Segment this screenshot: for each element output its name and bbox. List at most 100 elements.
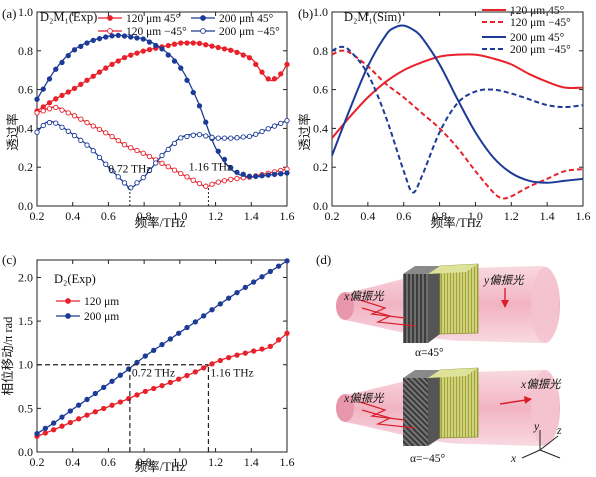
panel-a-series-point	[240, 171, 246, 177]
panel-b-xtick-label: 0.4	[360, 209, 375, 223]
alpha-bottom-label: α=−45°	[410, 453, 445, 465]
panel-a-series-point	[259, 69, 265, 75]
panel-a-series-point	[265, 172, 271, 178]
panel-a-series-point	[178, 65, 184, 71]
panel-c-legend-label: 200 μm	[84, 311, 119, 323]
panel-a-series-point	[121, 180, 128, 186]
panel-a-series-point	[109, 33, 115, 39]
panel-a-series-point	[46, 100, 53, 106]
panel-a-ytick-label: 0.8	[18, 44, 33, 58]
panel-b-ylabel: 透过率	[297, 113, 312, 151]
panel-a-legend-label: 120 μm −45°	[126, 26, 187, 38]
panel-c-series-point	[234, 289, 240, 296]
panel-a-series-point	[90, 148, 96, 154]
panel-a-series-point	[46, 106, 53, 112]
x-pol-label-bottom-out: x偏振光	[520, 378, 562, 391]
panel-a-series-point	[103, 65, 109, 71]
panel-b-label: (b)	[298, 6, 313, 21]
coordinate-axes	[521, 430, 561, 459]
y-pol-label-top: y偏振光	[483, 274, 525, 287]
panel-a-transmittance-exp: (a) D₂M₁(Exp) 透过率 频率/THz 120 μm 45° 200 μ…	[2, 5, 295, 230]
panel-a-series-point	[215, 148, 221, 154]
panel-a-series-point	[115, 137, 121, 144]
panel-a-series-point	[246, 133, 253, 140]
panel-a-series-point	[178, 40, 184, 46]
panel-a-series-point	[284, 61, 290, 68]
panel-a-series-point	[284, 117, 290, 124]
panel-c-series-point	[251, 348, 257, 354]
panel-a-series-point	[115, 32, 121, 39]
panel-c-legend-label: 120 μm	[84, 296, 119, 308]
panel-a-series-point	[121, 54, 128, 61]
panel-a-series-point	[234, 169, 240, 175]
x-pol-label-top: x偏振光	[343, 290, 385, 303]
panel-a-legend-label: 200 μm 45°	[219, 13, 274, 25]
panel-c-series-point	[76, 416, 82, 422]
panel-a-series-point	[65, 53, 71, 59]
panel-c-ytick-label: 0.0	[18, 445, 33, 459]
grating-bottom	[403, 370, 440, 446]
panel-c-series-point	[142, 388, 148, 395]
panel-a-series-point	[259, 128, 265, 135]
panel-a-series-point	[228, 176, 234, 183]
panel-c-series-point	[117, 399, 123, 405]
panel-c-series-point	[42, 430, 48, 436]
panel-b-xtick-label: 0.8	[432, 209, 447, 223]
panel-a-series-point	[246, 55, 253, 61]
panel-c-series-point	[134, 359, 140, 366]
panel-b-xtick-label: 1.2	[504, 209, 519, 223]
panel-a-annotation-label: 0.72 THz	[108, 164, 151, 176]
panel-a-series-point	[240, 134, 246, 140]
panel-b-title: D₂M₁(Sim)	[344, 10, 401, 24]
panel-c-series-point	[76, 402, 82, 408]
panel-a-legend-label: 120 μm 45°	[126, 13, 181, 25]
panel-c-series-point	[284, 330, 290, 336]
panel-c-series-point	[276, 263, 282, 269]
panel-c-xtick-label: 0.4	[65, 455, 80, 469]
panel-a-series-point	[196, 180, 203, 187]
panel-b-series-line	[331, 24, 584, 184]
panel-a-legend-marker	[200, 28, 206, 34]
panel-a-series-point	[96, 69, 103, 75]
panel-a-series-point	[203, 42, 209, 48]
panel-a-ytick-label: 0.0	[18, 199, 33, 213]
panel-c-series-point	[251, 279, 257, 285]
panel-b-xtick-label: 1.0	[468, 209, 483, 223]
panel-a-series-point	[253, 131, 259, 137]
panel-a-series-point	[34, 96, 40, 102]
panel-a-ytick-label: 0.2	[18, 160, 33, 174]
panel-c-xtick-label: 1.0	[172, 455, 187, 469]
panel-c-xtick-label: 0.6	[101, 455, 116, 469]
panel-b-legend-label: 200 μm −45°	[510, 44, 571, 56]
panel-a-series-point	[165, 164, 171, 170]
panel-a-series-point	[40, 86, 46, 92]
panel-c-series-point	[109, 402, 115, 408]
panel-b-legend-label: 200 μm 45°	[510, 32, 565, 44]
panel-a-series-point	[178, 170, 184, 177]
panel-c-series-point	[167, 379, 173, 386]
panel-a-series-point	[90, 37, 96, 44]
panel-a-series-point	[271, 76, 278, 82]
panel-a-series-point	[90, 73, 96, 79]
panel-a-series-point	[234, 135, 240, 141]
panel-a-series-point	[253, 173, 259, 180]
panel-a-xtick-label: 1.2	[208, 209, 223, 223]
panel-a-series-point	[146, 167, 153, 174]
panel-a-series-point	[115, 174, 121, 180]
panel-c-annotation-label: 1.16 THz	[210, 368, 253, 380]
panel-c-series-point	[209, 361, 215, 367]
panel-c-ylabel: 相位移动/π rad	[0, 316, 15, 396]
panel-a-series-point	[278, 171, 284, 177]
panel-a-xtick-label: 0.4	[65, 209, 80, 223]
panel-c-series-point	[101, 405, 107, 412]
panel-c-series-point	[51, 420, 57, 426]
panel-a-series-point	[103, 130, 109, 136]
panel-a-series-point	[165, 42, 171, 49]
panel-a-series-point	[128, 34, 134, 40]
panel-c-series-point	[217, 357, 223, 364]
panel-a-series-point	[190, 89, 196, 96]
panel-b-ytick-label: 0.0	[313, 199, 328, 213]
panel-c-xlabel: 频率/THz	[135, 459, 186, 474]
panel-a-series-point	[84, 40, 90, 46]
panel-c-series-point	[192, 319, 198, 325]
